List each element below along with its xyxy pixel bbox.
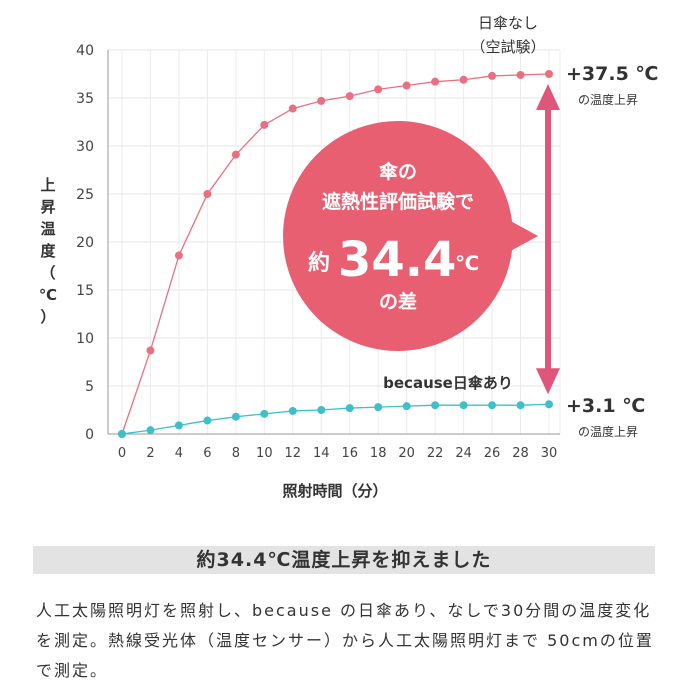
data-point-with-umbrella (146, 426, 155, 435)
data-point-with-umbrella (118, 430, 126, 438)
x-tick-label: 14 (313, 446, 330, 461)
x-tick-label: 4 (175, 446, 183, 461)
y-tick-label: 15 (76, 283, 94, 299)
y-tick-label: 20 (76, 235, 94, 251)
y-tick-label: 40 (76, 43, 94, 59)
data-point-no-umbrella (203, 190, 212, 198)
arrow-head-bottom (536, 368, 560, 395)
data-point-no-umbrella (345, 92, 354, 101)
y-axis-label-char: 昇 (40, 198, 55, 216)
y-axis-label-char: ） (40, 308, 55, 326)
data-point-no-umbrella (231, 150, 240, 159)
data-point-with-umbrella (231, 412, 240, 421)
x-tick-label: 10 (256, 446, 273, 461)
data-point-no-umbrella (402, 81, 411, 90)
x-axis-label: 照射時間（分） (282, 482, 387, 500)
y-tick-label: 5 (85, 379, 94, 395)
y-tick-label: 10 (76, 331, 94, 347)
y-axis-label-char: 温 (40, 220, 55, 238)
y-tick-label: 0 (85, 427, 94, 443)
data-point-with-umbrella (203, 416, 212, 425)
bubble-number: 34.4 (338, 232, 456, 288)
data-point-no-umbrella (288, 104, 297, 113)
x-tick-label: 18 (370, 446, 387, 461)
bubble-prefix: 約 (308, 250, 330, 276)
top-sub-annotation: の温度上昇 (578, 92, 638, 107)
x-tick-label: 20 (398, 446, 415, 461)
bubble-circle (283, 121, 513, 351)
y-axis-label-char: 度 (40, 242, 56, 260)
x-tick-label: 12 (285, 446, 302, 461)
data-point-no-umbrella (488, 71, 497, 80)
y-tick-label: 25 (76, 187, 94, 203)
x-tick-label: 16 (341, 446, 358, 461)
x-tick-label: 24 (455, 446, 472, 461)
data-point-with-umbrella (374, 403, 383, 412)
bottom-value-annotation: +3.1 ℃ (566, 395, 645, 417)
data-point-no-umbrella (317, 96, 326, 105)
x-tick-label: 6 (203, 446, 211, 461)
x-tick-label: 0 (118, 446, 126, 461)
headline: 約34.4℃温度上昇を抑えました (33, 546, 655, 574)
data-point-with-umbrella (317, 406, 326, 414)
series-line-with-umbrella (121, 403, 550, 435)
y-tick-label: 35 (76, 91, 94, 107)
bubble-unit: ℃ (455, 251, 479, 275)
data-point-with-umbrella (174, 421, 183, 430)
y-axis-label-char: （ (40, 264, 55, 282)
data-point-with-umbrella (402, 402, 411, 411)
data-point-no-umbrella (260, 120, 269, 129)
data-point-with-umbrella (459, 401, 468, 410)
x-tick-label: 22 (427, 446, 444, 461)
x-tick-label: 28 (512, 446, 529, 461)
top-value-annotation: +37.5 ℃ (566, 63, 658, 85)
x-tick-label: 8 (232, 446, 240, 461)
x-tick-label: 30 (541, 446, 558, 461)
bottom-sub-annotation: の温度上昇 (578, 424, 638, 439)
data-point-with-umbrella (488, 401, 497, 410)
bubble-line-1: 傘の (379, 160, 417, 183)
bubble-line-4: の差 (379, 290, 417, 313)
arrow-head-top (536, 84, 560, 110)
data-point-no-umbrella (431, 77, 440, 86)
difference-bubble: 傘の 遮熱性評価試験で 約 34.4 ℃ の差 (283, 121, 538, 351)
description-text: 人工太陽照明灯を照射し、because の日傘あり、なしで30分間の温度変化を測… (36, 601, 654, 680)
data-point-no-umbrella (146, 346, 155, 355)
bubble-pointer (505, 218, 538, 254)
bubble-line-2: 遮熱性評価試験で (322, 190, 474, 213)
data-point-no-umbrella (374, 85, 383, 94)
y-tick-label: 30 (76, 139, 94, 155)
data-point-with-umbrella (516, 401, 525, 410)
series-layer (118, 70, 553, 438)
data-point-with-umbrella (260, 409, 269, 418)
data-point-with-umbrella (431, 401, 440, 410)
y-axis-label-char: ℃ (39, 286, 57, 304)
data-point-no-umbrella (174, 251, 183, 260)
series-label-no-umbrella-line-2: （空試験） (470, 38, 545, 56)
series-line-no-umbrella (121, 73, 550, 435)
x-tick-label: 2 (146, 446, 154, 461)
data-point-with-umbrella (345, 404, 354, 413)
data-point-no-umbrella (545, 70, 553, 78)
data-point-no-umbrella (516, 70, 525, 79)
series-label-with-umbrella: because日傘あり (383, 374, 513, 392)
y-axis-label-char: 上 (40, 176, 55, 194)
data-point-with-umbrella (545, 400, 553, 409)
series-label-no-umbrella-line-1: 日傘なし (478, 14, 538, 32)
data-point-with-umbrella (288, 406, 297, 415)
data-point-no-umbrella (459, 75, 468, 84)
x-tick-label: 26 (484, 446, 501, 461)
difference-arrow (536, 84, 560, 395)
